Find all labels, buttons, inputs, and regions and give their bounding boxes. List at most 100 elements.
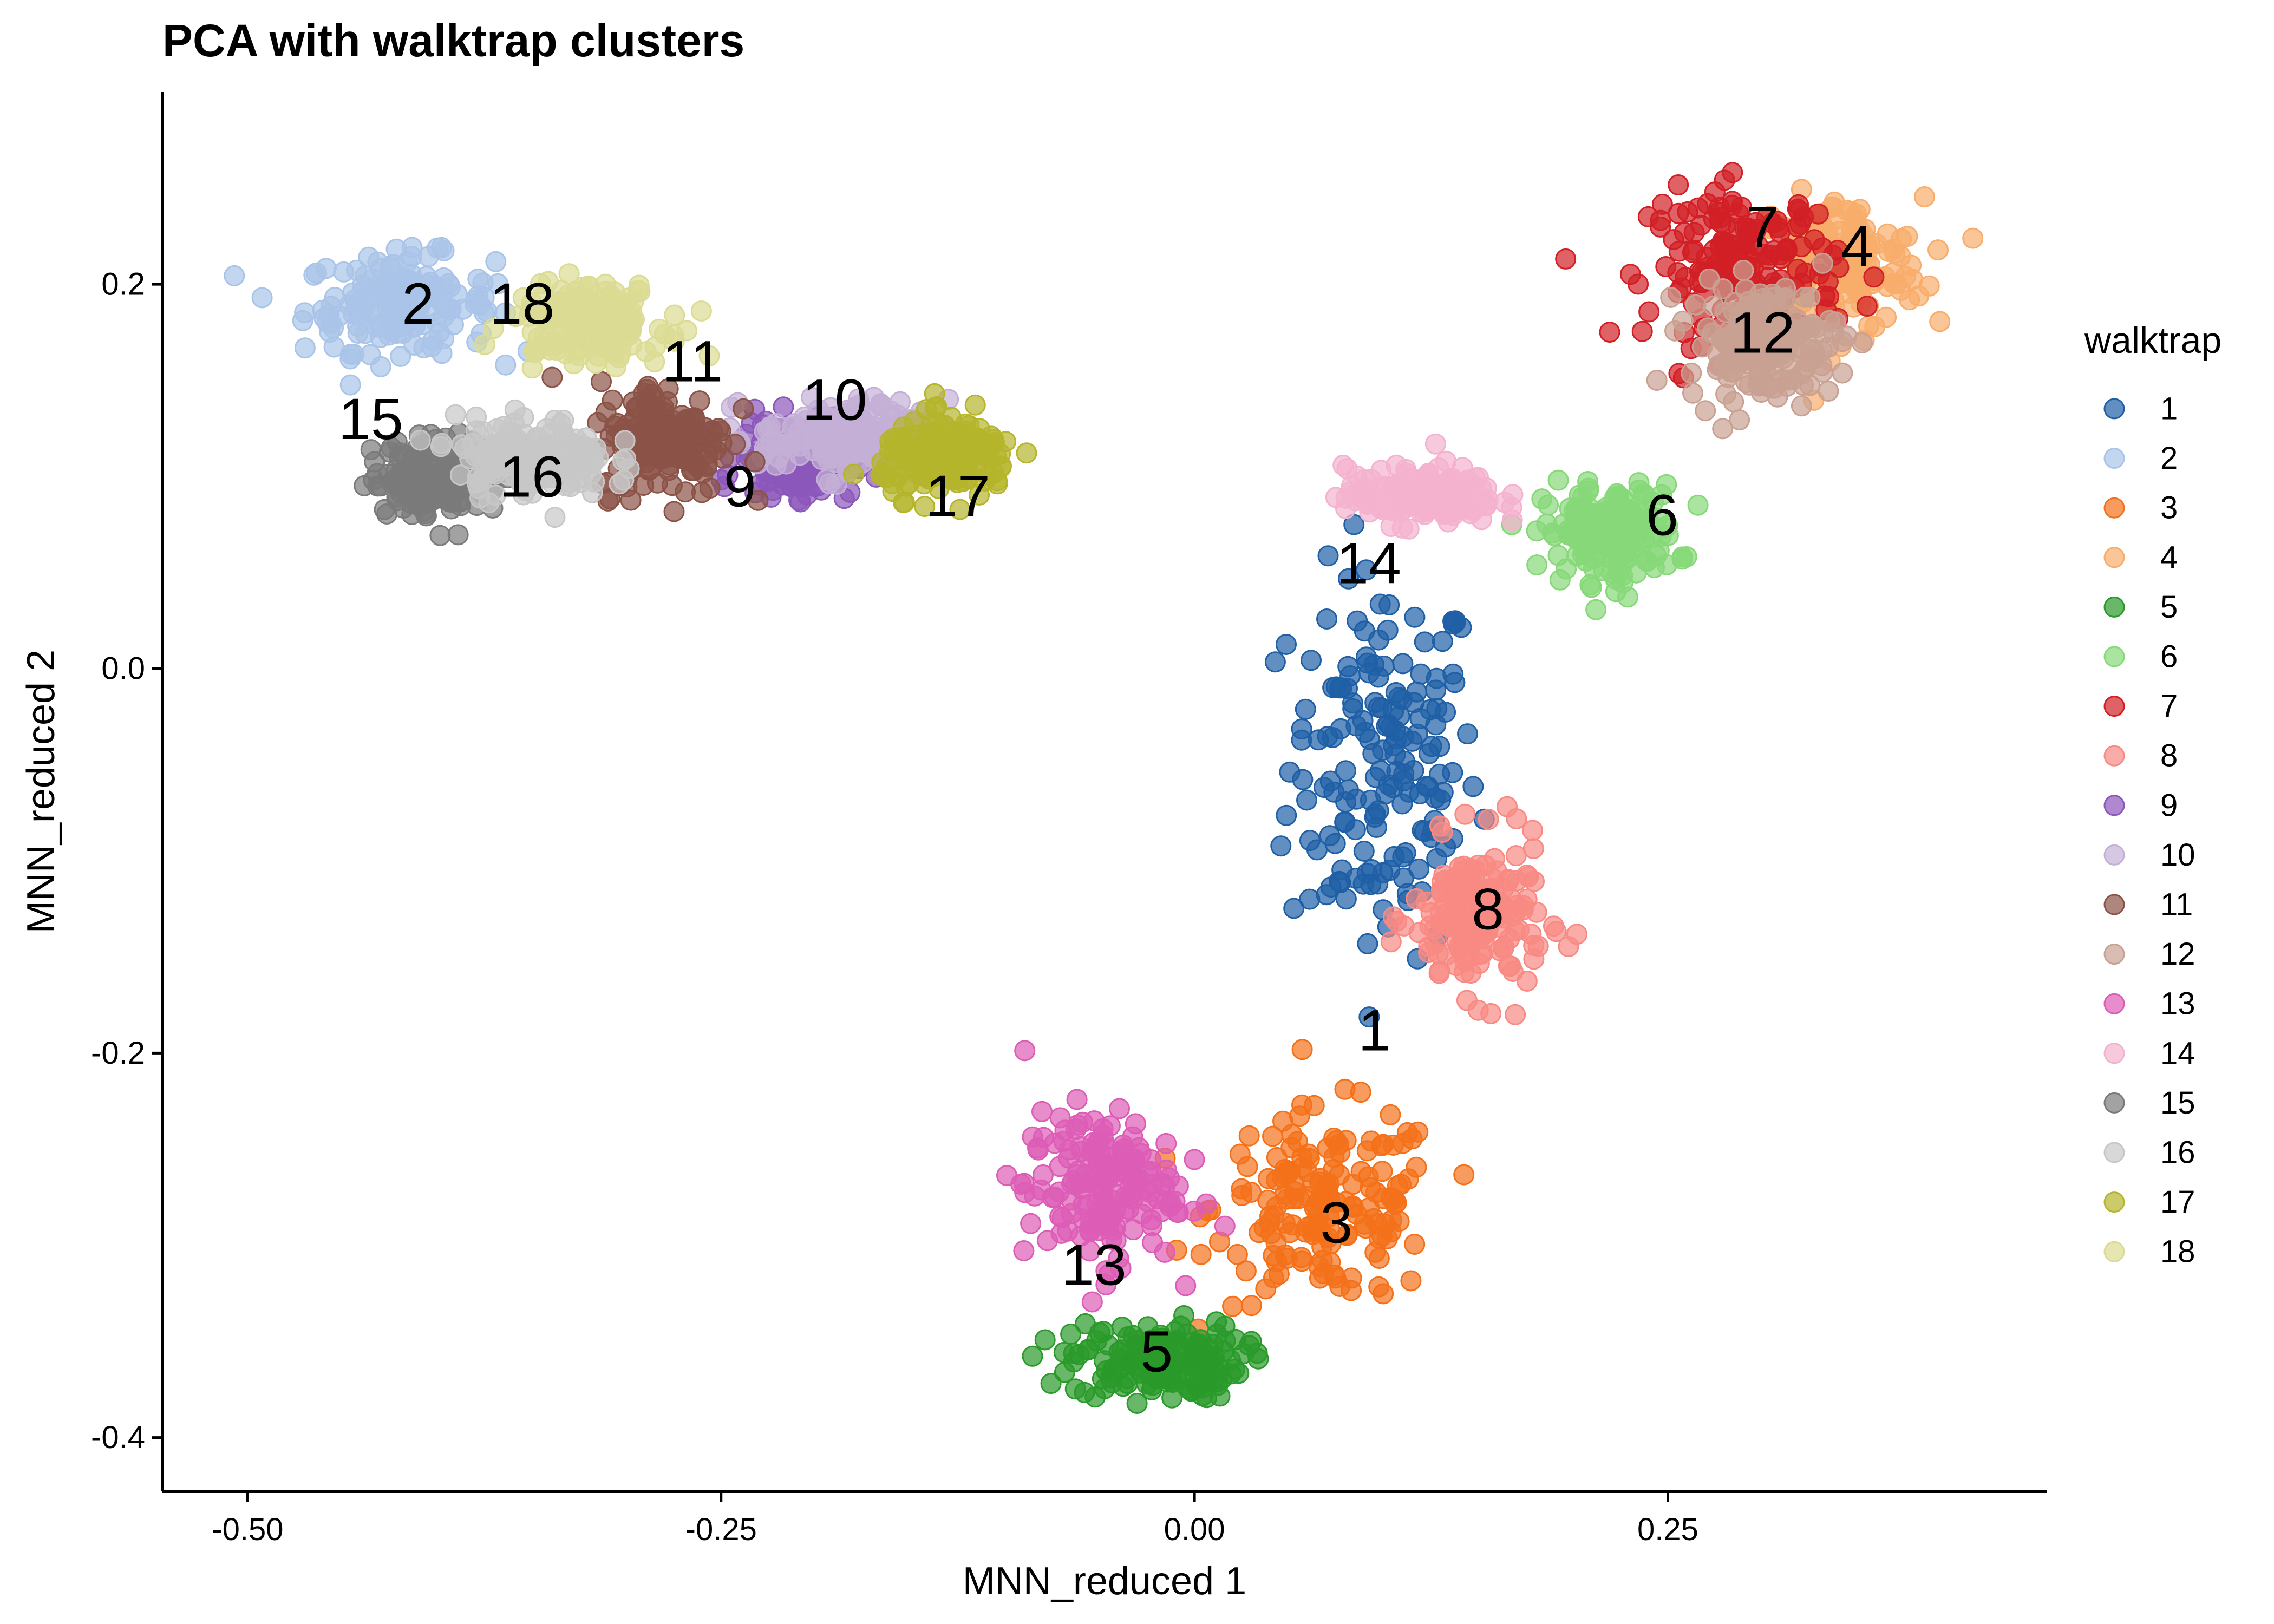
legend-label: 16: [2160, 1135, 2195, 1170]
data-point: [544, 507, 566, 528]
data-point: [1140, 1209, 1162, 1231]
legend-key: [2103, 844, 2125, 866]
data-point: [1895, 266, 1917, 287]
data-point: [582, 448, 603, 469]
data-point: [1668, 202, 1689, 224]
data-point: [1338, 568, 1360, 590]
legend-key: [2103, 894, 2125, 915]
data-point: [620, 310, 642, 331]
data-point: [1325, 1191, 1347, 1213]
data-point: [1827, 240, 1848, 261]
data-point: [1152, 1173, 1173, 1194]
data-point: [1353, 840, 1375, 862]
data-point: [1406, 681, 1427, 703]
data-point: [1356, 559, 1377, 581]
data-point: [1330, 718, 1351, 739]
data-point: [390, 467, 411, 488]
data-point: [1126, 1393, 1148, 1414]
data-point: [1522, 820, 1544, 841]
legend-label: 18: [2160, 1234, 2195, 1269]
data-point: [1195, 1193, 1217, 1215]
data-point: [1687, 494, 1709, 516]
data-point: [1079, 1172, 1100, 1194]
data-point: [1500, 955, 1521, 977]
series-5-points: [1022, 1305, 1269, 1414]
data-point: [683, 434, 705, 456]
data-point: [1599, 322, 1620, 343]
data-point: [1190, 1243, 1212, 1265]
data-point: [1748, 374, 1769, 396]
data-point: [445, 404, 466, 425]
legend-key: [2103, 547, 2125, 568]
data-point: [1276, 804, 1297, 826]
data-point: [1399, 486, 1421, 507]
data-point: [1325, 676, 1347, 698]
data-point: [1650, 209, 1671, 231]
data-point: [1543, 915, 1564, 937]
data-point: [413, 337, 435, 359]
data-point: [924, 397, 946, 418]
data-point: [390, 345, 411, 367]
data-point: [657, 378, 679, 400]
data-point: [1526, 554, 1548, 576]
data-point: [663, 501, 685, 522]
data-point: [1154, 1241, 1175, 1263]
data-point: [1454, 803, 1476, 825]
data-point: [612, 450, 633, 472]
data-point: [1156, 1350, 1178, 1371]
data-point: [1397, 1168, 1419, 1190]
data-point: [1206, 1311, 1227, 1333]
data-point: [485, 251, 507, 272]
data-point: [1494, 492, 1515, 513]
data-point: [1527, 935, 1549, 957]
data-point: [224, 265, 245, 286]
legend-label: 15: [2160, 1085, 2195, 1121]
data-point: [294, 337, 316, 359]
data-point: [1117, 1326, 1139, 1347]
data-point: [1549, 569, 1571, 591]
legend-key: [2103, 596, 2125, 618]
legend-key: [2103, 745, 2125, 767]
cluster-label-2: 2: [402, 271, 434, 336]
data-point: [1660, 286, 1682, 308]
legend-label: 13: [2160, 986, 2195, 1021]
data-point: [1184, 1149, 1205, 1170]
data-point: [1255, 1278, 1277, 1300]
data-point: [964, 394, 986, 416]
data-point: [1812, 252, 1833, 274]
data-point: [1299, 888, 1321, 910]
legend-key: [2103, 993, 2125, 1014]
data-point: [1291, 1039, 1313, 1060]
legend-key: [2103, 646, 2125, 667]
data-point: [1787, 198, 1808, 220]
data-point: [1031, 1101, 1053, 1122]
data-point: [1414, 503, 1435, 525]
data-point: [1373, 1283, 1394, 1305]
cluster-label-16: 16: [499, 444, 564, 509]
data-point: [830, 406, 852, 428]
data-point: [401, 246, 423, 267]
data-point: [1522, 838, 1544, 860]
data-point: [1818, 381, 1839, 402]
data-point: [1763, 240, 1785, 261]
data-point: [1320, 876, 1342, 898]
data-point: [1499, 928, 1520, 949]
data-point: [1344, 819, 1366, 841]
data-point: [1697, 317, 1718, 339]
data-point: [870, 464, 892, 486]
data-point: [1033, 1127, 1054, 1148]
data-point: [1392, 1132, 1414, 1154]
data-point: [1614, 526, 1635, 547]
data-point: [1547, 469, 1569, 491]
data-point: [1704, 181, 1726, 203]
data-point: [1929, 311, 1951, 332]
data-point: [1393, 915, 1415, 937]
data-point: [593, 320, 615, 342]
data-point: [1918, 275, 1940, 297]
data-point: [690, 300, 712, 322]
data-point: [1442, 611, 1464, 632]
cluster-label-1: 1: [1358, 997, 1390, 1063]
data-point: [401, 503, 423, 525]
data-point: [1461, 900, 1483, 921]
data-point: [1715, 255, 1737, 277]
